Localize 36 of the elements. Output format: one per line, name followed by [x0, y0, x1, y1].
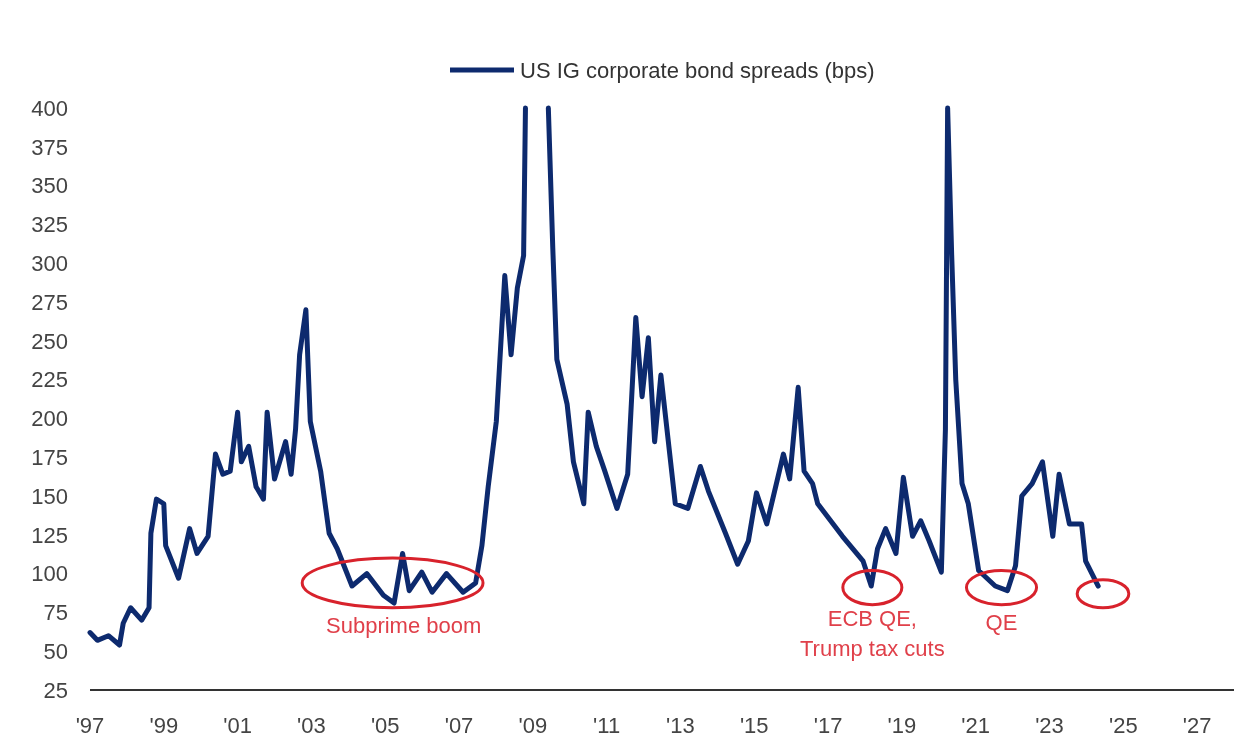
y-tick-label: 50	[43, 638, 68, 664]
x-tick-label: '09	[518, 713, 548, 738]
x-tick-label: '01	[223, 713, 252, 738]
y-tick-label: 225	[31, 367, 68, 393]
x-tick-label: '15	[739, 713, 769, 738]
y-tick-label: 400	[31, 95, 68, 121]
x-tick-label: '27	[1182, 713, 1212, 738]
annotation: ECB QE, Trump tax cuts	[800, 606, 945, 662]
x-tick-label: '21	[961, 713, 991, 738]
x-tick-label: '11	[593, 713, 621, 738]
y-tick-label: 250	[31, 328, 68, 354]
y-tick-label: 275	[31, 289, 68, 315]
x-tick-label: '97	[75, 713, 105, 738]
x-tick-label: '23	[1035, 713, 1064, 738]
y-tick-label: 125	[31, 522, 68, 548]
y-tick-label: 325	[31, 212, 68, 238]
y-tick-label: 300	[31, 250, 68, 276]
y-tick-label: 150	[31, 483, 68, 509]
x-tick-label: '05	[370, 713, 400, 738]
x-tick-label: '99	[149, 713, 179, 738]
y-tick-label: 25	[43, 677, 68, 703]
x-tick-label: '07	[444, 713, 474, 738]
x-tick-label: '17	[813, 713, 843, 738]
legend-label: US IG corporate bond spreads (bps)	[520, 57, 875, 83]
y-tick-label: 200	[31, 406, 68, 432]
x-tick-label: '03	[297, 713, 326, 738]
annotation: QE	[985, 610, 1018, 636]
y-tick-label: 175	[31, 444, 68, 470]
x-tick-label: '25	[1108, 713, 1138, 738]
y-tick-label: 75	[43, 600, 68, 626]
y-tick-label: 375	[31, 134, 68, 160]
y-tick-label: 100	[31, 561, 68, 587]
y-tick-label: 350	[31, 173, 68, 199]
x-tick-label: '13	[666, 713, 695, 738]
annotation: Subprime boom	[326, 613, 482, 639]
x-tick-label: '19	[887, 713, 917, 738]
